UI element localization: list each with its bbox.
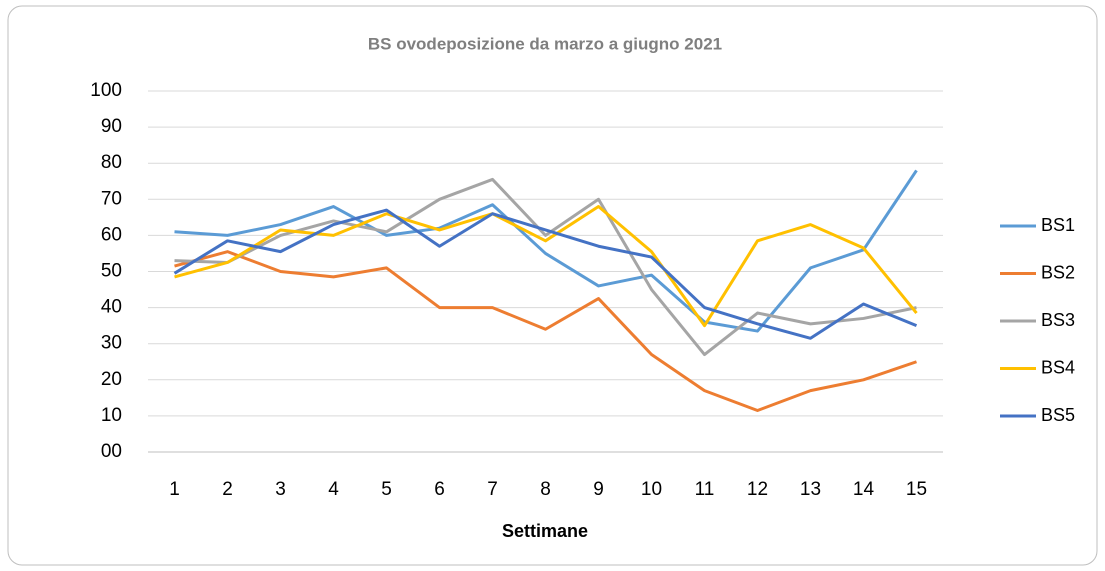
x-tick-label: 13 bbox=[800, 479, 821, 500]
y-tick-label: 80 bbox=[101, 152, 122, 173]
x-tick-label: 14 bbox=[853, 479, 875, 500]
y-tick-label: 30 bbox=[101, 333, 122, 354]
series-line bbox=[174, 205, 918, 328]
y-tick-label: 100 bbox=[90, 80, 122, 101]
y-tick-label: 50 bbox=[101, 261, 122, 282]
legend-label: BS1 bbox=[1041, 215, 1075, 235]
x-tick-label: 15 bbox=[906, 479, 927, 500]
x-tick-label: 7 bbox=[487, 479, 498, 500]
x-tick-label: 1 bbox=[169, 479, 180, 500]
legend-label: BS5 bbox=[1041, 405, 1075, 425]
x-axis-label: Settimane bbox=[502, 521, 588, 541]
x-tick-label: 8 bbox=[540, 479, 551, 500]
x-tick-label: 2 bbox=[222, 479, 233, 500]
legend-label: BS4 bbox=[1041, 357, 1075, 377]
chart-border bbox=[7, 5, 1098, 566]
series-line bbox=[174, 250, 917, 412]
series-line bbox=[173, 208, 918, 340]
series-line bbox=[174, 169, 918, 333]
legend-label: BS3 bbox=[1041, 310, 1075, 330]
x-tick-label: 12 bbox=[747, 479, 768, 500]
x-tick-label: 11 bbox=[695, 479, 715, 500]
y-tick-label: 10 bbox=[101, 405, 122, 426]
x-tick-label: 4 bbox=[328, 479, 339, 500]
y-tick-label: 40 bbox=[101, 297, 122, 318]
x-tick-label: 10 bbox=[641, 479, 662, 500]
y-tick-label: 70 bbox=[101, 188, 122, 209]
y-tick-label: 00 bbox=[101, 441, 122, 462]
x-tick-label: 9 bbox=[593, 479, 604, 500]
x-tick-label: 5 bbox=[381, 479, 392, 500]
y-tick-label: 20 bbox=[101, 369, 122, 390]
y-tick-label: 90 bbox=[101, 116, 122, 137]
x-tick-label: 3 bbox=[275, 479, 286, 500]
legend-label: BS2 bbox=[1041, 262, 1075, 282]
chart-title: BS ovodeposizione da marzo a giugno 2021 bbox=[368, 34, 722, 53]
x-tick-label: 6 bbox=[434, 479, 445, 500]
y-tick-label: 60 bbox=[101, 224, 122, 245]
